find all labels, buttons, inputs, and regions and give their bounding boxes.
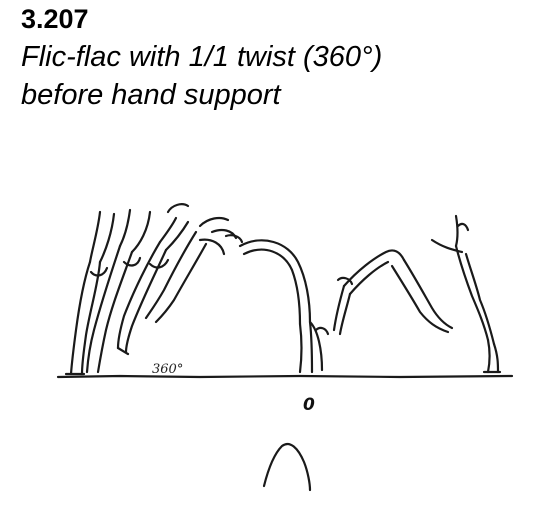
gymnast-figure-6 (332, 249, 454, 336)
element-title: Flic-flac with 1/1 twist (360°) before h… (21, 38, 382, 114)
gymnast-figure-3 (116, 203, 190, 356)
floor-pattern-arc (262, 442, 312, 492)
flic-flac-twist-illustration: 360° 0 (56, 203, 514, 492)
gymnast-figure-1 (64, 210, 116, 376)
gymnast-figure-5 (238, 239, 330, 374)
twist-degree-label: 360° (152, 362, 183, 377)
element-title-line-1: Flic-flac with 1/1 twist (360°) (21, 41, 383, 73)
element-title-line-2: before hand support (21, 79, 281, 111)
gymnast-figure-7 (430, 214, 502, 374)
gymnast-figure-4 (144, 216, 244, 324)
element-number: 3.207 (21, 4, 89, 34)
floor-line (56, 374, 514, 379)
hand-position-marker-label: 0 (303, 395, 315, 415)
gymnast-figure-2 (85, 208, 152, 374)
